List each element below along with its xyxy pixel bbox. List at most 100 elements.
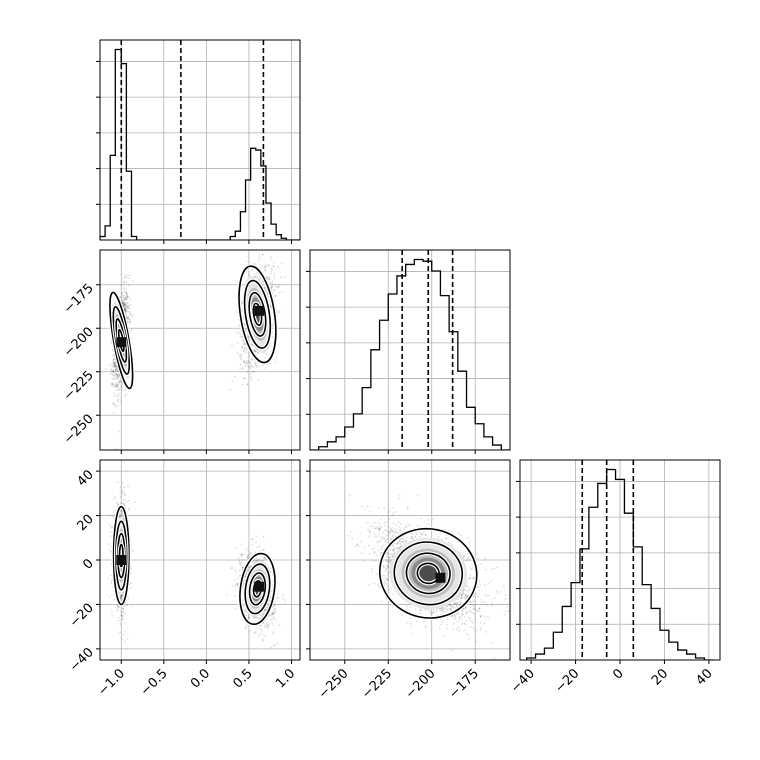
scatter-panel-0-1-point-989 [114,365,116,368]
scatter-panel-0-1-point-2110 [252,370,254,373]
scatter-panel-0-2-point-1356 [240,562,243,564]
scatter-panel-0-2-point-1216 [266,627,269,630]
scatter-panel-0-1-point-1396 [257,352,259,354]
scatter-panel-0-1-point-388 [113,362,116,365]
scatter-panel-0-2-point-1375 [265,623,267,626]
scatter-panel-1-2-point-89 [460,534,462,537]
scatter-panel-0-1-point-276 [115,368,118,370]
scatter-panel-0-1-point-894 [111,385,113,387]
scatter-panel-0-1-point-557 [123,287,125,290]
scatter-panel-0-2-point-2063 [249,630,252,633]
scatter-panel-0-1-point-1221 [273,261,276,264]
scatter-panel-0-1-point-2004 [243,359,246,362]
scatter-panel-0-1-point-1987 [269,256,272,258]
scatter-panel-0-1-point-2252 [265,276,268,279]
scatter-panel-0-1-point-398 [123,303,125,306]
scatter-panel-0-1-point-1790 [266,277,269,279]
scatter-panel-0-1-point-1821 [270,306,272,309]
scatter-panel-0-2-point-1987 [258,617,261,620]
scatter-panel-0-2-point-492 [123,630,126,633]
scatter-panel-0-2-point-1060 [119,631,121,634]
scatter-panel-0-1-point-1615 [263,267,266,269]
scatter-panel-0-1-point-2147 [266,278,269,281]
scatter-panel-0-1-point-1788 [257,247,259,249]
scatter-panel-0-2-point-810 [121,638,123,641]
scatter-panel-0-1-point-2240 [259,278,262,281]
scatter-panel-0-1-point-643 [111,348,114,351]
scatter-panel-0-2-point-183 [132,550,134,553]
scatter-panel-0-1-point-240 [110,382,113,384]
scatter-panel-0-1-point-221 [123,277,126,279]
scatter-panel-0-1-point-1686 [241,367,244,370]
scatter-panel-0-2-point-1861 [261,629,263,632]
scatter-panel-0-1-contour-1-1 [243,279,272,349]
scatter-panel-0-1-point-579 [123,299,126,302]
scatter-panel-0-2-point-444 [120,515,123,517]
scatter-panel-0-1-point-2035 [271,336,274,339]
scatter-panel-0-2-point-1683 [263,556,265,559]
scatter-panel-0-1-point-289 [110,363,113,365]
scatter-panel-0-2-point-1406 [241,566,244,569]
scatter-panel-0-1-point-1883 [242,343,245,346]
scatter-panel-0-1-point-667 [129,313,132,316]
scatter-panel-0-2-point-2256 [253,631,255,634]
scatter-panel-1-2-point-39 [384,598,387,600]
scatter-panel-0-2-point-1455 [247,615,250,617]
scatter-panel-0-1-point-41 [126,292,128,295]
scatter-panel-0-2-point-1963 [235,547,237,550]
scatter-panel-1-2-point-81 [407,609,409,611]
scatter-panel-0-1-point-270 [126,302,129,304]
scatter-panel-0-1-point-1474 [235,331,238,334]
scatter-panel-0-2-point-161 [114,496,117,498]
scatter-panel-0-1-point-1443 [268,276,271,279]
hist-panel-1 [309,249,511,451]
scatter-panel-0-2-point-1483 [263,624,266,627]
scatter-panel-0-1-point-115 [129,313,132,316]
scatter-panel-0-2-point-1906 [239,553,242,556]
scatter-panel-0-1-point-1527 [273,289,275,292]
scatter-panel-0-2-point-690 [121,594,123,597]
scatter-panel-0-2-point-1480 [256,617,258,619]
scatter-panel-0-1-point-1119 [123,295,125,297]
scatter-panel-0-1-point-916 [117,375,120,378]
scatter-panel-0-1-point-1184 [125,281,128,284]
scatter-panel-1-2-point-124 [473,627,475,629]
scatter-panel-0-1-point-285 [113,364,116,367]
scatter-panel-0-1-point-1611 [251,344,254,347]
scatter-panel-0-1-point-790 [127,305,130,307]
scatter-panel-0-2-point-1622 [278,624,281,627]
scatter-panel-0-2-point-285 [122,614,125,617]
scatter-panel-0-1-point-209 [125,306,128,308]
scatter-panel-0-1-point-1574 [273,295,276,297]
x-tick-label-p0-0: −1.0 [95,666,128,699]
scatter-panel-0-1-point-253 [126,318,129,321]
scatter-panel-0-1-point-583 [123,304,126,306]
x-tick-label-p2-0: −40 [508,666,538,696]
scatter-panel-0-1-point-845 [123,389,126,391]
scatter-panel-0-1-point-176 [122,301,124,304]
scatter-panel-0-2-point-1745 [264,626,267,629]
scatter-panel-0-1-point-1231 [254,362,256,365]
scatter-panel-0-1-point-1584 [252,349,255,351]
scatter-panel-0-1-point-197 [126,296,129,298]
scatter-panel-0-2-point-2171 [246,570,249,572]
scatter-panel-0-1-point-1350 [253,273,256,276]
scatter-panel-0-1-point-1467 [277,286,280,288]
scatter-panel-0-2-point-174 [117,605,119,608]
scatter-panel-0-1-point-1988 [257,378,260,381]
scatter-panel-0-2-point-1609 [271,622,273,624]
scatter-panel-0-2-point-1520 [274,608,276,611]
scatter-panel-1-2 [309,459,511,661]
scatter-panel-0-1-contour-1-2 [248,291,267,337]
scatter-panel-0-1-point-1189 [124,308,126,311]
scatter-panel-0-1-point-382 [123,394,126,397]
scatter-panel-0-1-point-1991 [264,265,266,268]
scatter-panel-0-1-point-146 [112,353,114,356]
scatter-panel-0-1-point-893 [127,247,129,249]
scatter-panel-0-2-point-593 [126,638,129,640]
scatter-panel-0-1-point-906 [115,375,118,378]
scatter-panel-0-1-point-1807 [245,360,248,362]
scatter-panel-0-1-point-1208 [249,365,252,368]
scatter-panel-0-1-point-1306 [255,364,258,367]
scatter-panel-0-1-point-281 [117,380,120,383]
